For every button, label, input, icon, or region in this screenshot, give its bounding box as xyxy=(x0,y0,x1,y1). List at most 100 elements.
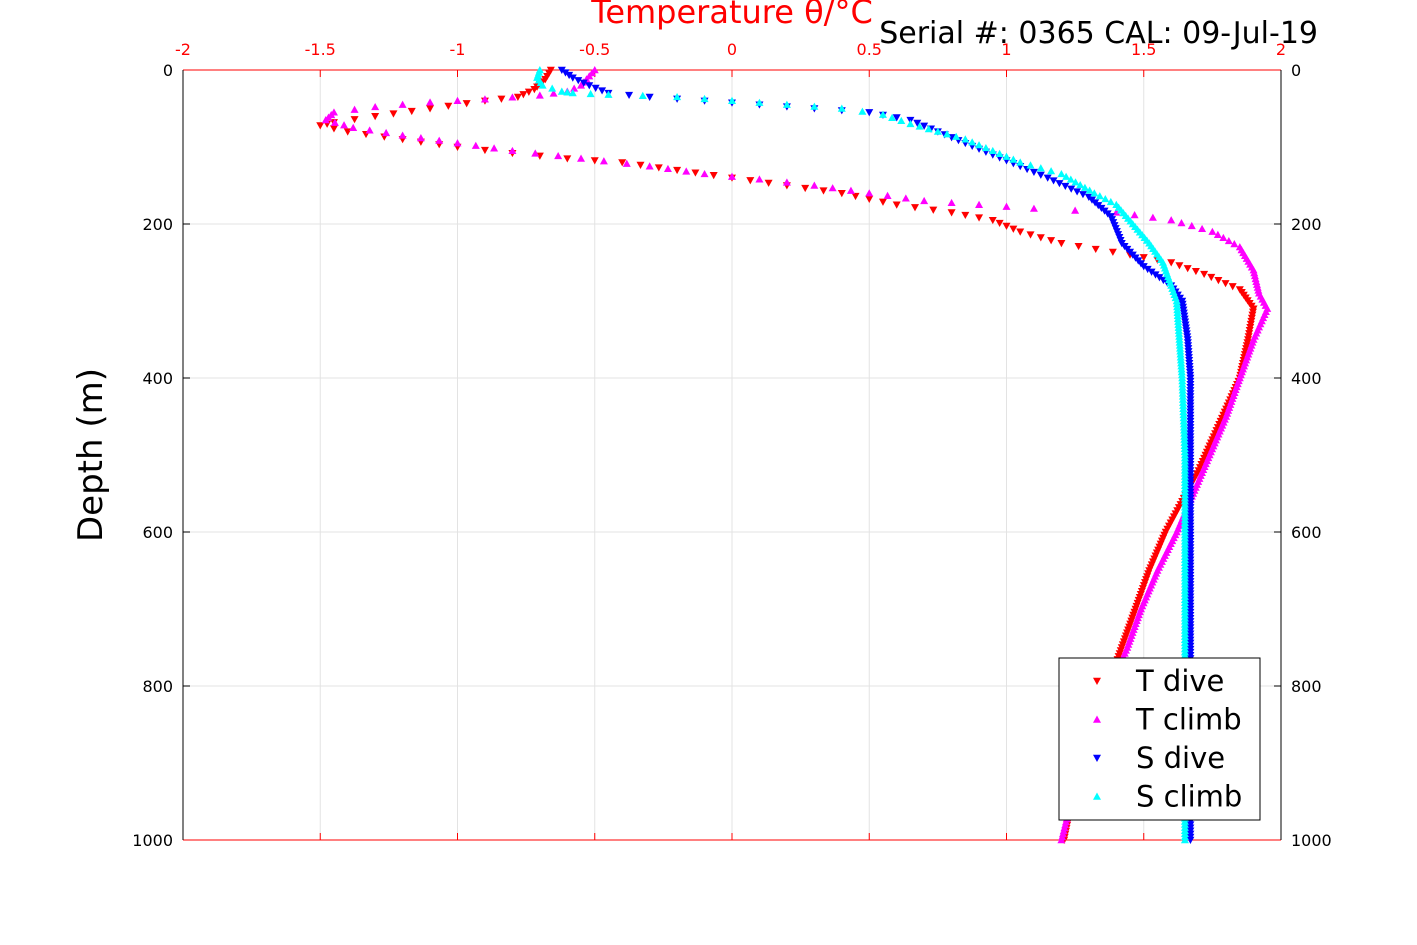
data-point xyxy=(426,105,435,113)
data-point xyxy=(622,159,631,167)
axes xyxy=(182,69,1282,841)
data-point xyxy=(1090,189,1099,197)
data-point xyxy=(531,149,540,157)
legend-marker xyxy=(1093,715,1101,723)
y-tick-label-right: 1000 xyxy=(1291,831,1332,850)
data-point xyxy=(975,200,984,208)
data-point xyxy=(535,91,544,99)
data-point xyxy=(645,162,654,170)
data-point xyxy=(1073,188,1082,196)
legend-label: S dive xyxy=(1136,741,1225,775)
data-point xyxy=(350,116,359,124)
data-point xyxy=(728,172,736,180)
data-point xyxy=(350,105,359,113)
data-point xyxy=(755,98,764,106)
data-point xyxy=(764,179,773,187)
data-point xyxy=(819,187,828,195)
data-point xyxy=(988,216,997,225)
data-point xyxy=(1009,225,1018,233)
chart-title: Temperature θ/°C xyxy=(590,0,873,31)
data-point xyxy=(1148,213,1157,221)
data-point xyxy=(1071,178,1080,186)
data-point xyxy=(1062,172,1071,180)
data-point xyxy=(1143,265,1152,274)
data-point xyxy=(1002,222,1011,230)
data-point xyxy=(398,131,407,139)
y-tick-label-left: 800 xyxy=(142,677,173,696)
data-point xyxy=(865,195,874,203)
data-point xyxy=(1200,270,1209,279)
x-tick-label: -0.5 xyxy=(579,40,610,59)
data-point xyxy=(782,100,791,108)
data-point xyxy=(371,102,380,111)
data-point xyxy=(1029,204,1038,212)
x-tick-label: -1.5 xyxy=(305,40,336,59)
series-s-dive xyxy=(557,66,1195,844)
y-tick-label-right: 600 xyxy=(1291,523,1322,542)
data-point xyxy=(1167,259,1176,267)
data-point xyxy=(1057,836,1066,844)
data-point xyxy=(755,175,764,183)
data-point xyxy=(444,102,453,110)
data-point xyxy=(1036,164,1045,172)
data-point xyxy=(480,95,489,103)
data-point xyxy=(1183,265,1192,273)
data-point xyxy=(524,88,533,96)
data-point xyxy=(618,159,627,167)
data-point xyxy=(591,84,600,92)
y-tick-labels-left: 0 200 400 600 800 1000 xyxy=(132,61,173,850)
data-point xyxy=(1076,180,1085,189)
data-point xyxy=(920,122,929,130)
y-tick-label-left: 200 xyxy=(142,215,173,234)
data-point xyxy=(349,123,358,131)
x-tick-label: 0.5 xyxy=(857,40,882,59)
data-point xyxy=(1208,227,1217,235)
data-point xyxy=(435,136,444,144)
data-point xyxy=(426,98,435,106)
data-point xyxy=(1221,280,1230,288)
x-tick-label: 1 xyxy=(1001,40,1011,59)
legend-box xyxy=(1058,657,1261,821)
data-point xyxy=(638,91,647,99)
data-point xyxy=(563,88,572,96)
y-tick-label-left: 1000 xyxy=(132,831,173,850)
y-tick-label-left: 0 xyxy=(163,61,173,80)
data-point xyxy=(906,119,915,128)
data-point xyxy=(329,125,338,133)
data-point xyxy=(654,164,663,172)
data-point xyxy=(915,122,924,130)
data-point xyxy=(1067,185,1076,193)
data-point xyxy=(1047,167,1056,175)
data-point xyxy=(947,209,956,217)
legend-label: T climb xyxy=(1135,703,1242,737)
data-point xyxy=(577,154,586,162)
data-point xyxy=(398,100,407,108)
data-point xyxy=(947,198,956,207)
data-point xyxy=(561,69,570,77)
data-point xyxy=(837,190,846,198)
data-point xyxy=(604,90,613,98)
data-point xyxy=(1085,186,1094,194)
data-point xyxy=(920,196,929,205)
x-tick-label: -1 xyxy=(450,40,466,59)
data-point xyxy=(585,82,594,90)
data-point xyxy=(846,186,855,194)
data-point xyxy=(407,107,416,116)
data-point xyxy=(1187,221,1196,230)
data-point xyxy=(321,116,330,124)
data-point xyxy=(570,84,579,92)
data-point xyxy=(557,66,566,74)
data-point xyxy=(1036,171,1045,179)
data-point xyxy=(371,113,380,121)
data-point xyxy=(961,211,970,220)
data-point xyxy=(599,157,608,165)
data-point xyxy=(557,87,566,95)
data-point xyxy=(1009,155,1018,163)
data-point xyxy=(1066,175,1075,183)
data-point xyxy=(995,219,1004,228)
data-point xyxy=(988,146,997,155)
data-point xyxy=(878,110,887,118)
y-tick-label-right: 800 xyxy=(1291,677,1322,696)
data-point xyxy=(636,161,645,169)
data-point xyxy=(1043,174,1052,182)
